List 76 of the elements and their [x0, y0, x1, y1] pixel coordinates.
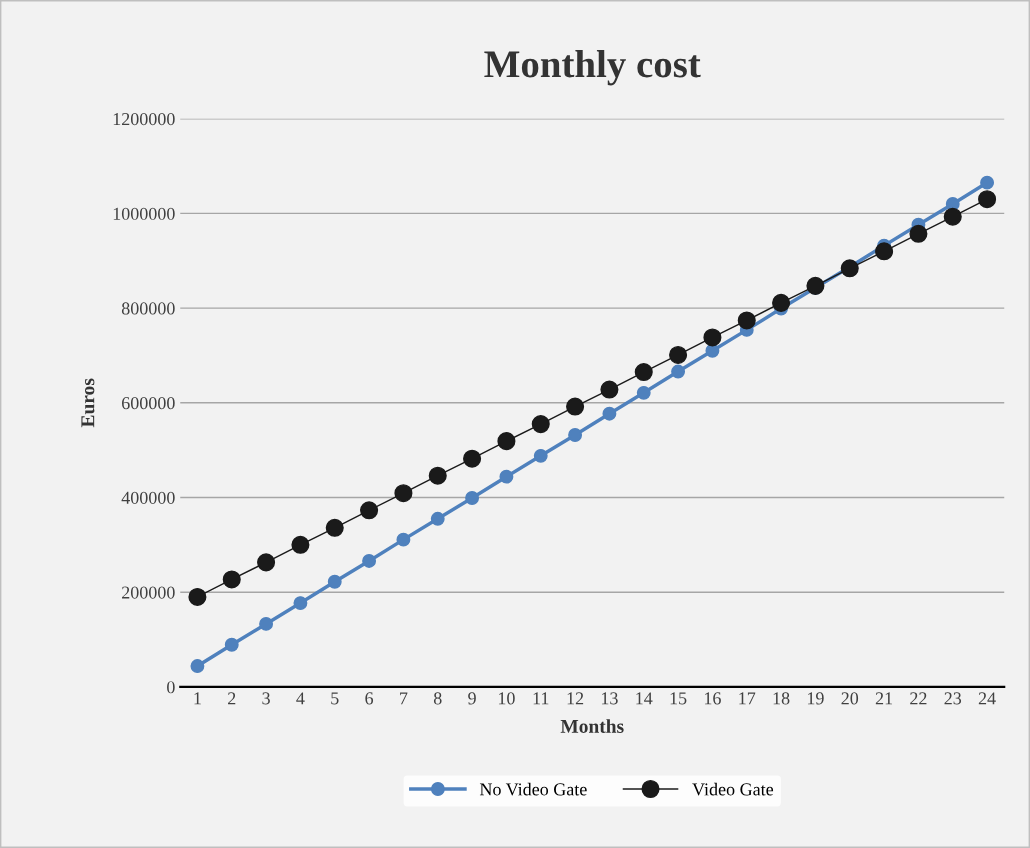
point — [428, 466, 447, 485]
point — [840, 259, 859, 278]
y-tick-label: 800000 — [121, 302, 175, 315]
point — [980, 175, 995, 190]
point — [909, 224, 928, 243]
point — [499, 469, 514, 484]
point — [396, 532, 411, 547]
x-tick-label: 16 — [704, 692, 721, 705]
point — [465, 491, 480, 505]
x-tick-label: 22 — [910, 692, 927, 705]
point — [568, 428, 583, 442]
x-tick-label: 6 — [365, 692, 374, 705]
x-axis-title: Months — [560, 719, 624, 733]
point — [497, 432, 516, 451]
x-tick-label: 19 — [807, 692, 824, 705]
y-tick-label: 400000 — [121, 491, 175, 504]
legend-label: No Video Gate — [479, 782, 587, 796]
point — [636, 385, 651, 400]
point — [224, 637, 239, 652]
point — [533, 448, 548, 463]
x-tick-label: 15 — [670, 692, 687, 705]
point — [463, 449, 482, 468]
point — [531, 415, 550, 434]
point — [327, 574, 342, 589]
chart-title: Monthly cost — [484, 50, 701, 86]
legend-label: Video Gate — [692, 782, 774, 796]
point — [634, 362, 653, 382]
x-tick-label: 13 — [601, 692, 618, 705]
point — [943, 207, 962, 226]
point — [362, 553, 377, 568]
x-tick-label: 18 — [773, 692, 790, 705]
x-tick-label: 24 — [978, 692, 996, 705]
point — [291, 535, 310, 554]
x-tick-label: 4 — [296, 692, 305, 705]
y-tick-label: 1200000 — [113, 112, 175, 126]
point — [360, 501, 379, 520]
point — [737, 311, 756, 330]
point — [259, 616, 274, 631]
point — [978, 190, 997, 209]
point — [602, 406, 617, 421]
point — [293, 596, 308, 611]
y-tick-label: 0 — [167, 681, 175, 694]
y-tick-label: 1000000 — [113, 207, 175, 220]
point — [566, 397, 585, 416]
x-tick-label: 5 — [331, 692, 339, 705]
x-tick-label: 8 — [433, 692, 442, 705]
y-tick-label: 200000 — [122, 586, 175, 599]
x-tick-label: 9 — [468, 692, 476, 705]
point — [772, 293, 791, 312]
x-tick-label: 11 — [533, 692, 549, 705]
point — [806, 276, 825, 295]
point — [190, 659, 205, 673]
point — [430, 511, 445, 526]
point — [325, 518, 344, 537]
point — [669, 345, 688, 365]
x-tick-label: 1 — [194, 692, 201, 705]
point — [671, 364, 686, 379]
point — [188, 587, 207, 606]
point — [600, 380, 619, 399]
x-tick-label: 23 — [944, 692, 962, 705]
x-tick-label: 7 — [400, 692, 408, 705]
y-axis-title: Euros — [81, 378, 95, 428]
x-tick-label: 3 — [262, 692, 270, 705]
point — [222, 570, 241, 589]
point — [875, 242, 894, 261]
x-tick-label: 17 — [739, 692, 756, 705]
x-tick-label: 21 — [875, 692, 893, 705]
point — [394, 484, 413, 503]
point — [257, 553, 276, 572]
x-tick-label: 2 — [228, 692, 236, 705]
x-tick-label: 10 — [498, 692, 515, 705]
x-tick-label: 14 — [636, 692, 653, 705]
x-tick-label: 20 — [841, 692, 859, 705]
y-tick-label: 600000 — [122, 397, 175, 410]
x-tick-label: 12 — [567, 692, 584, 705]
point — [703, 328, 722, 347]
